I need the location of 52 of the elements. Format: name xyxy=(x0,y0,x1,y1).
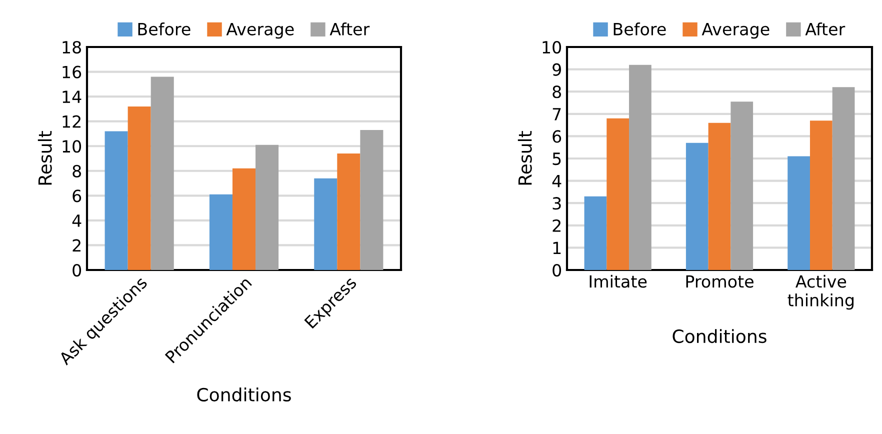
legend-label: Before xyxy=(614,22,666,36)
bar xyxy=(150,76,174,270)
y-tick-label: 3 xyxy=(552,197,561,210)
bar xyxy=(128,106,151,270)
bar xyxy=(256,144,279,270)
bar xyxy=(232,168,256,270)
y-tick-label: 7 xyxy=(552,108,561,120)
y-tick-label: 14 xyxy=(62,90,82,103)
y-tick-label: 6 xyxy=(552,130,562,143)
y-tick-label: 1 xyxy=(553,242,561,254)
y-tick-label: 10 xyxy=(542,40,562,54)
bar xyxy=(337,154,360,270)
bar xyxy=(686,142,708,270)
x-axis-title: Conditions xyxy=(672,329,766,344)
bar xyxy=(629,64,652,270)
legend-label: Average xyxy=(702,23,770,39)
bar xyxy=(810,120,832,270)
x-tick-label: Promote xyxy=(686,275,754,288)
legend-label: After xyxy=(805,22,846,36)
y-tick-label: 8 xyxy=(552,86,561,98)
bar xyxy=(788,156,810,270)
y-axis-title: Result xyxy=(518,131,532,185)
y-tick-label: 6 xyxy=(72,190,82,202)
bar xyxy=(314,178,338,270)
legend-label: Average xyxy=(226,23,294,39)
bar xyxy=(832,87,855,270)
bar xyxy=(209,194,232,270)
y-tick-label: 5 xyxy=(552,152,561,166)
y-axis-title: Result xyxy=(38,131,52,185)
y-tick-label: 0 xyxy=(552,264,562,277)
y-tick-label: 10 xyxy=(62,140,82,153)
legend-label: After xyxy=(330,22,370,36)
x-tick-label: Active thinking xyxy=(788,274,854,310)
bar xyxy=(584,196,607,270)
y-tick-label: 16 xyxy=(62,66,82,78)
y-tick-label: 4 xyxy=(72,214,82,227)
y-tick-label: 18 xyxy=(62,40,81,54)
y-tick-label: 2 xyxy=(552,219,560,232)
y-tick-label: 4 xyxy=(552,174,562,188)
legend-label: Before xyxy=(138,22,190,36)
bar xyxy=(708,122,731,270)
bar xyxy=(104,131,128,270)
y-tick-label: 8 xyxy=(72,164,81,178)
x-axis-title: Conditions xyxy=(197,388,291,402)
y-tick-label: 9 xyxy=(552,63,561,76)
x-tick-label: Imitate xyxy=(590,274,647,288)
bar xyxy=(730,102,754,270)
y-tick-label: 0 xyxy=(72,264,82,277)
bar xyxy=(606,118,630,270)
bar xyxy=(360,130,384,270)
y-tick-label: 12 xyxy=(62,115,80,128)
y-tick-label: 2 xyxy=(72,239,80,252)
